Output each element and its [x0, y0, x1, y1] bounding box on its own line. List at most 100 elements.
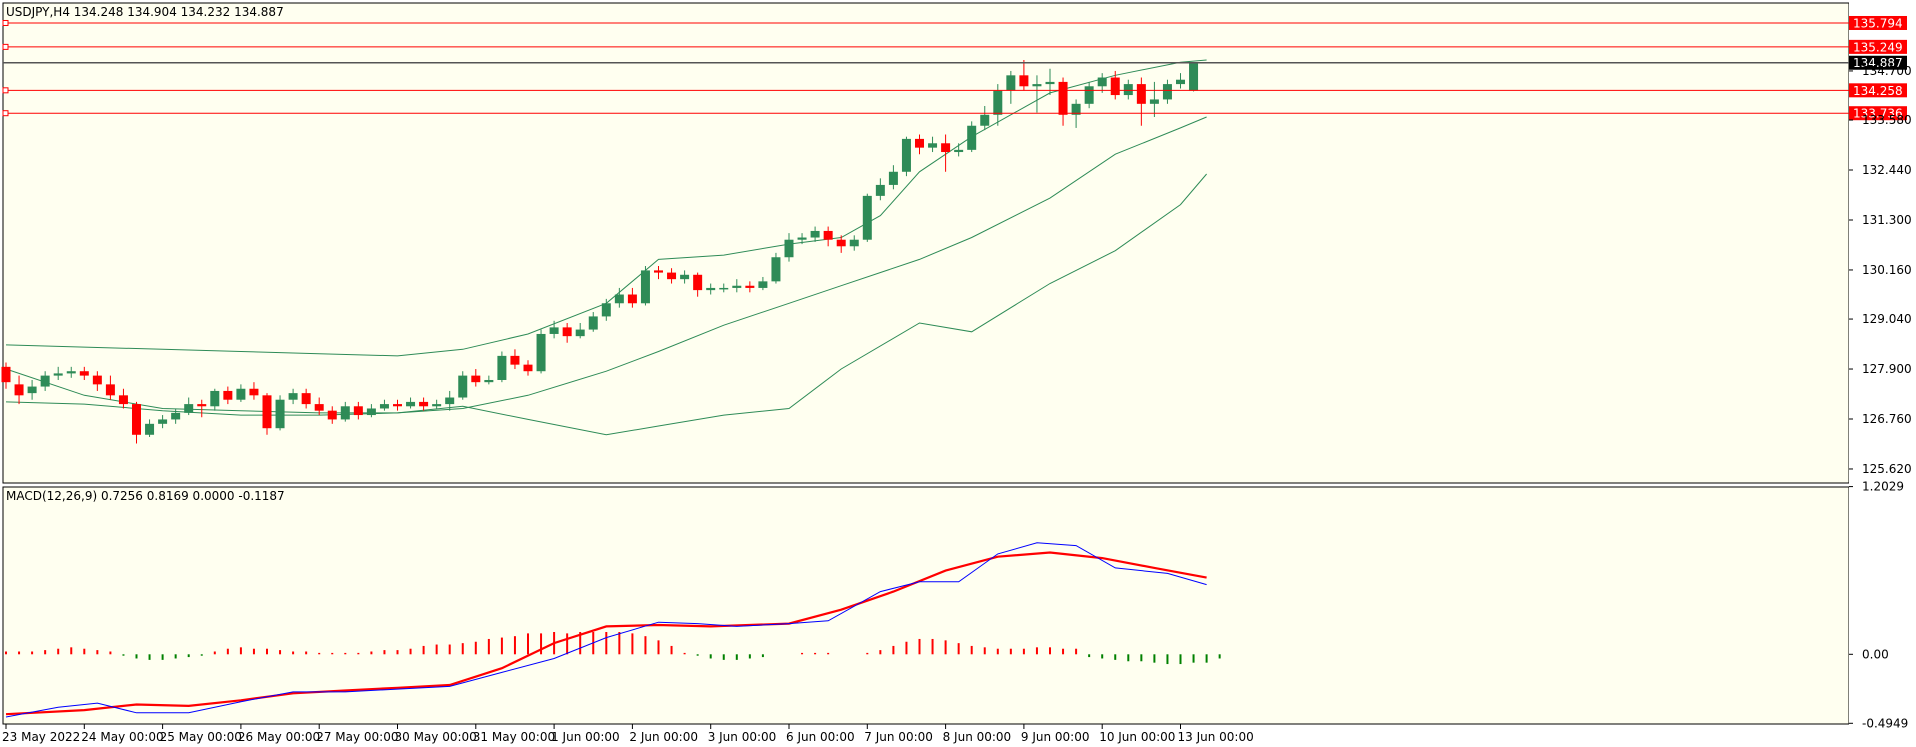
time-tick-label: 9 Jun 00:00: [1021, 730, 1090, 744]
macd-indicator: [5, 542, 1221, 718]
band-middle: [5, 116, 1207, 416]
candle-body: [53, 373, 63, 376]
candle-body: [784, 239, 794, 258]
candle-body: [575, 329, 585, 337]
level-anchor: [2, 87, 9, 94]
candle-body: [353, 406, 363, 416]
time-tick-label: 1 Jun 00:00: [551, 730, 620, 744]
candle-body: [627, 294, 637, 304]
candle-body: [680, 274, 690, 280]
candle-body: [497, 355, 507, 380]
price-tick-label: 131.300: [1862, 213, 1912, 227]
candle-body: [288, 393, 298, 400]
candlesticks: [1, 59, 1199, 444]
price-axis: 134.700 133.580 132.440 131.300 130.160 129.0…: [1849, 64, 1912, 476]
candle-body: [249, 388, 259, 396]
candle-body: [654, 270, 663, 273]
candle-body: [523, 364, 533, 372]
candle-body: [915, 138, 924, 148]
current-price-tag: [1849, 55, 1907, 70]
candle-body: [366, 408, 376, 416]
candle-body: [706, 287, 716, 291]
candle-body: [797, 237, 807, 240]
candle-body: [14, 384, 24, 396]
level-anchor: [2, 43, 9, 50]
candle-body: [954, 149, 964, 153]
candle-body: [510, 355, 520, 365]
candle-body: [849, 239, 859, 247]
band-lower: [5, 173, 1207, 436]
candle-body: [1176, 79, 1185, 85]
candle-body: [484, 379, 494, 383]
time-tick-label: 31 May 00:00: [473, 730, 555, 744]
candle-body: [340, 406, 350, 420]
level-anchor: [2, 19, 9, 26]
price-tick-label: 126.760: [1862, 412, 1912, 426]
candle-body: [901, 138, 911, 172]
candle-body: [105, 384, 115, 396]
price-tick-label: 132.440: [1862, 163, 1912, 177]
candle-body: [1045, 81, 1055, 85]
level-tag: [1849, 106, 1907, 121]
macd-tick-label: -0.4949: [1862, 716, 1908, 730]
candle-body: [993, 90, 1003, 115]
candle-body: [1006, 75, 1016, 91]
level-tag-label: 134.258: [1853, 84, 1903, 98]
time-tick-label: 23 May 2022: [2, 730, 80, 744]
time-tick-label: 30 May 00:00: [395, 730, 477, 744]
candle-body: [27, 386, 37, 394]
level-tag: [1849, 83, 1907, 98]
level-tag-label: 135.249: [1853, 40, 1903, 54]
time-tick-label: 7 Jun 00:00: [864, 730, 933, 744]
candle-body: [275, 399, 285, 429]
price-tick-label: 125.620: [1862, 462, 1912, 476]
candle-body: [1084, 86, 1094, 104]
time-tick-label: 8 Jun 00:00: [943, 730, 1012, 744]
candle-body: [236, 388, 246, 400]
candle-body: [980, 114, 990, 126]
price-tick-label: 134.700: [1862, 64, 1912, 78]
level-tag: [1849, 15, 1907, 30]
candle-body: [458, 375, 468, 398]
candle-body: [145, 423, 155, 435]
bottom-axis-area: [0, 725, 1849, 747]
candle-body: [771, 257, 781, 282]
price-tick-label: 129.040: [1862, 312, 1912, 326]
candle-body: [588, 316, 598, 330]
candle-body: [79, 371, 89, 376]
candle-body: [1, 366, 11, 383]
candle-body: [967, 125, 977, 150]
candle-body: [210, 390, 220, 407]
candle-body: [1071, 103, 1081, 115]
time-tick-label: 27 May 00:00: [316, 730, 398, 744]
level-anchor: [2, 110, 9, 117]
candle-body: [614, 294, 624, 304]
macd-tick-label: 1.2029: [1862, 480, 1904, 494]
candle-body: [732, 285, 742, 288]
candle-body: [471, 375, 481, 383]
candle-body: [406, 401, 416, 407]
candle-body: [393, 404, 402, 407]
time-tick-label: 26 May 00:00: [238, 730, 320, 744]
candle-body: [888, 171, 898, 185]
candle-body: [379, 404, 389, 409]
time-tick-label: 6 Jun 00:00: [786, 730, 855, 744]
candle-body: [432, 404, 442, 407]
candle-body: [536, 333, 546, 372]
candle-body: [445, 397, 455, 405]
macd-main-line: [5, 542, 1207, 718]
candle-body: [758, 281, 768, 288]
macd-pane-bg: [2, 486, 1850, 725]
macd-signal-line: [5, 551, 1207, 716]
candle-body: [667, 272, 677, 280]
macd-axis: 1.2029 0.00 -0.4949: [1849, 480, 1908, 730]
level-tag: [1849, 39, 1907, 54]
candle-body: [875, 184, 885, 196]
candle-body: [1110, 77, 1120, 96]
candle-body: [158, 419, 168, 424]
macd-tick-label: 0.00: [1862, 647, 1889, 661]
candle-body: [810, 230, 820, 238]
candle-body: [1136, 84, 1146, 104]
candle-body: [66, 371, 76, 374]
